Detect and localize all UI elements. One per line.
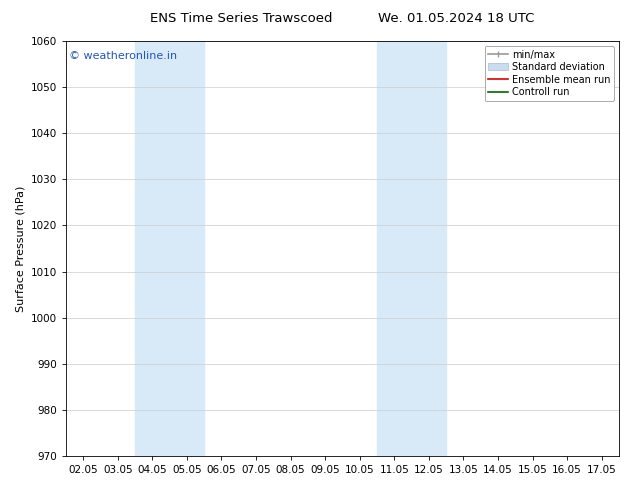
Legend: min/max, Standard deviation, Ensemble mean run, Controll run: min/max, Standard deviation, Ensemble me… <box>484 46 614 101</box>
Text: © weatheronline.in: © weatheronline.in <box>68 51 177 61</box>
Text: We. 01.05.2024 18 UTC: We. 01.05.2024 18 UTC <box>378 12 534 25</box>
Bar <box>377 41 446 456</box>
Bar <box>135 41 204 456</box>
Y-axis label: Surface Pressure (hPa): Surface Pressure (hPa) <box>15 185 25 312</box>
Text: ENS Time Series Trawscoed: ENS Time Series Trawscoed <box>150 12 332 25</box>
